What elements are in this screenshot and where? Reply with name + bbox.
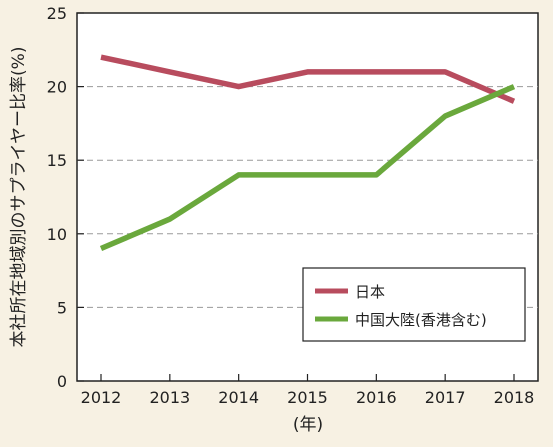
y-tick-label-15: 15 [47, 151, 67, 170]
y-tick-label-5: 5 [57, 298, 67, 317]
x-tick-label-2018: 2018 [494, 388, 535, 407]
x-tick-label-2016: 2016 [356, 388, 397, 407]
legend-box [303, 268, 525, 341]
x-tick-label-2015: 2015 [287, 388, 328, 407]
x-tick-label-2014: 2014 [218, 388, 259, 407]
y-tick-label-0: 0 [57, 372, 67, 391]
y-tick-label-20: 20 [47, 78, 67, 97]
x-tick-label-2017: 2017 [425, 388, 466, 407]
legend-label-japan: 日本 [355, 283, 385, 301]
x-tick-label-2013: 2013 [149, 388, 190, 407]
y-tick-label-25: 25 [47, 4, 67, 23]
y-tick-label-10: 10 [47, 225, 67, 244]
y-axis-title: 本社所在地域別のサプライヤー比率(%) [9, 47, 29, 348]
legend: 日本 中国大陸(香港含む) [303, 268, 525, 341]
x-axis-title: (年) [293, 415, 323, 435]
legend-label-china: 中国大陸(香港含む) [355, 311, 487, 329]
x-tick-label-2012: 2012 [81, 388, 122, 407]
